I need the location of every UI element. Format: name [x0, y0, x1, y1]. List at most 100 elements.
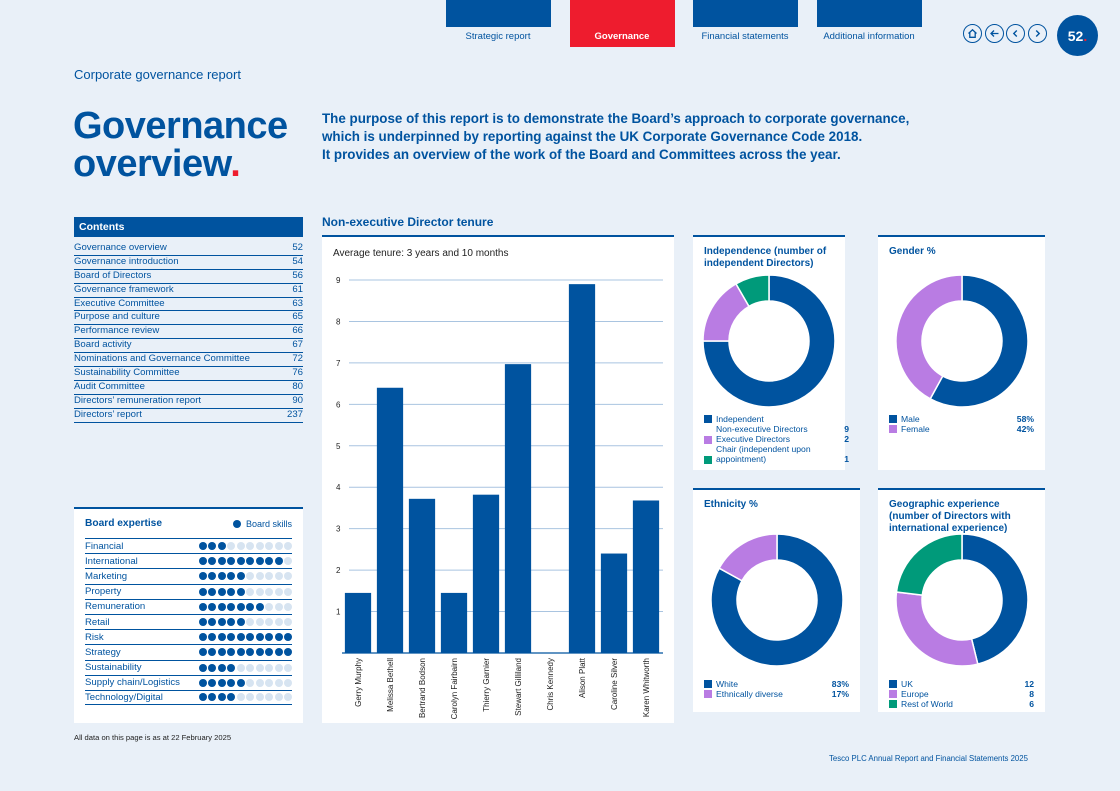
contents-item[interactable]: Executive Committee 63	[74, 298, 303, 312]
nav-tab-governance[interactable]	[570, 0, 675, 47]
gender-title: Gender %	[889, 246, 936, 257]
expertise-row: Marketing	[85, 568, 292, 583]
independence-title: Independence (number of independent Dire…	[704, 246, 827, 269]
skill-dot	[198, 633, 207, 642]
skill-dot	[246, 663, 254, 672]
skill-dot	[198, 678, 207, 687]
legend-swatch	[704, 415, 712, 423]
expertise-label: Property	[85, 586, 122, 598]
tenure-category-label: Carolyn Fairbairn	[450, 658, 459, 719]
y-tick-label: 4	[336, 483, 341, 492]
board-skills-legend: Board skills	[232, 519, 292, 529]
nav-tab-financial-statements[interactable]	[693, 0, 798, 27]
skill-dot	[255, 572, 264, 581]
footnote: All data on this page is as at 22 Februa…	[74, 733, 232, 742]
expertise-row: International	[85, 553, 292, 568]
nav-tab-strategic-report[interactable]	[446, 0, 551, 27]
skill-dot	[236, 648, 245, 657]
donut-slice	[895, 591, 979, 667]
nav-label-strategic-report[interactable]: Strategic report	[465, 31, 531, 42]
back-icon[interactable]	[985, 24, 1004, 43]
donut-slice	[718, 533, 778, 582]
page-number-dot: .	[1083, 27, 1088, 44]
skill-dot	[236, 618, 245, 627]
skill-dot	[227, 693, 235, 702]
contents-item[interactable]: Purpose and culture 65	[74, 311, 303, 326]
gender-donut	[895, 274, 1029, 408]
tenure-category-label: Gerry Murphy	[354, 658, 363, 707]
tenure-category-label: Melissa Bethell	[386, 658, 395, 712]
board-expertise-header: Board expertise Board skills	[85, 518, 292, 529]
intro-line-3: It provides an overview of the work of t…	[322, 147, 841, 162]
expertise-label: International	[85, 555, 138, 567]
contents-item[interactable]: Governance introduction 54	[74, 256, 303, 270]
y-tick-label: 6	[336, 400, 341, 409]
home-icon[interactable]	[963, 24, 982, 43]
skill-dot	[198, 663, 207, 672]
skill-dot	[227, 648, 235, 657]
contents-item[interactable]: Board of Directors 56	[74, 270, 303, 284]
skill-dot	[265, 633, 273, 642]
nav-tab-additional-information[interactable]	[817, 0, 922, 27]
expertise-row: Sustainability	[85, 659, 292, 675]
skill-dot	[208, 572, 216, 581]
legend-label: Rest of World	[901, 699, 953, 709]
skill-dot	[274, 663, 283, 672]
contents-item-page: 76	[292, 367, 303, 379]
donut-slice	[702, 274, 836, 408]
skill-dot	[217, 633, 226, 642]
contents-item-label: Governance introduction	[74, 255, 179, 267]
skill-dot	[265, 557, 273, 566]
skill-dots	[198, 572, 292, 581]
skill-dots	[198, 648, 292, 657]
skill-dots	[198, 633, 292, 642]
contents-item[interactable]: Nominations and Governance Committee 72	[74, 353, 303, 368]
legend-label: Europe	[901, 689, 929, 699]
skill-dot	[198, 648, 207, 657]
skill-dot	[227, 602, 235, 611]
skill-dot	[265, 572, 273, 581]
y-tick-label: 2	[336, 566, 341, 575]
contents-item[interactable]: Directors’ remuneration report 90	[74, 395, 303, 409]
legend-swatch	[889, 700, 897, 708]
legend-value: 6	[1029, 699, 1034, 709]
contents-item-page: 56	[292, 269, 303, 281]
skill-dot	[246, 572, 254, 581]
contents-item[interactable]: Performance review 66	[74, 325, 303, 340]
skill-dot	[274, 542, 283, 551]
chevron-right-icon[interactable]	[1028, 24, 1047, 43]
skill-dot	[274, 648, 283, 657]
nav-label-additional-information[interactable]: Additional information	[823, 31, 915, 42]
expertise-row: Supply chain/Logistics	[85, 674, 292, 690]
skill-dot	[284, 663, 292, 672]
tenure-chart-subtitle: Average tenure: 3 years and 10 months	[333, 248, 509, 259]
skill-dot	[284, 587, 292, 596]
gender-panel: Gender % Male 58% Female 42%	[878, 235, 1045, 470]
contents-item[interactable]: Sustainability Committee 76	[74, 367, 303, 381]
tenure-category-label: Stewart Gilliland	[514, 658, 523, 716]
skill-dot	[217, 618, 226, 627]
board-expertise-panel: Board expertise Board skills Financial In…	[74, 507, 303, 723]
skill-dot	[265, 602, 273, 611]
nav-label-governance[interactable]: Governance	[594, 31, 650, 42]
ethnicity-title: Ethnicity %	[704, 499, 758, 510]
contents-item[interactable]: Governance overview 52	[74, 242, 303, 256]
skill-dot	[217, 678, 226, 687]
tenure-bar	[504, 364, 532, 653]
contents-item[interactable]: Directors’ report 237	[74, 409, 303, 423]
chevron-left-icon[interactable]	[1006, 24, 1025, 43]
skill-dot	[274, 618, 283, 627]
contents-item[interactable]: Board activity 67	[74, 339, 303, 354]
nav-label-financial-statements[interactable]: Financial statements	[701, 31, 789, 42]
contents-item[interactable]: Audit Committee 80	[74, 381, 303, 395]
skill-dot	[255, 542, 264, 551]
legend-row: Ethnically diverse 17%	[704, 689, 849, 699]
expertise-row: Technology/Digital	[85, 689, 292, 706]
contents-item[interactable]: Governance framework 61	[74, 284, 303, 298]
skill-dot	[284, 648, 292, 657]
contents-item-page: 52	[292, 242, 303, 253]
geographic-donut	[895, 533, 1029, 667]
skill-dot	[227, 572, 235, 581]
skill-dot	[217, 542, 226, 551]
legend-label: UK	[901, 679, 913, 689]
